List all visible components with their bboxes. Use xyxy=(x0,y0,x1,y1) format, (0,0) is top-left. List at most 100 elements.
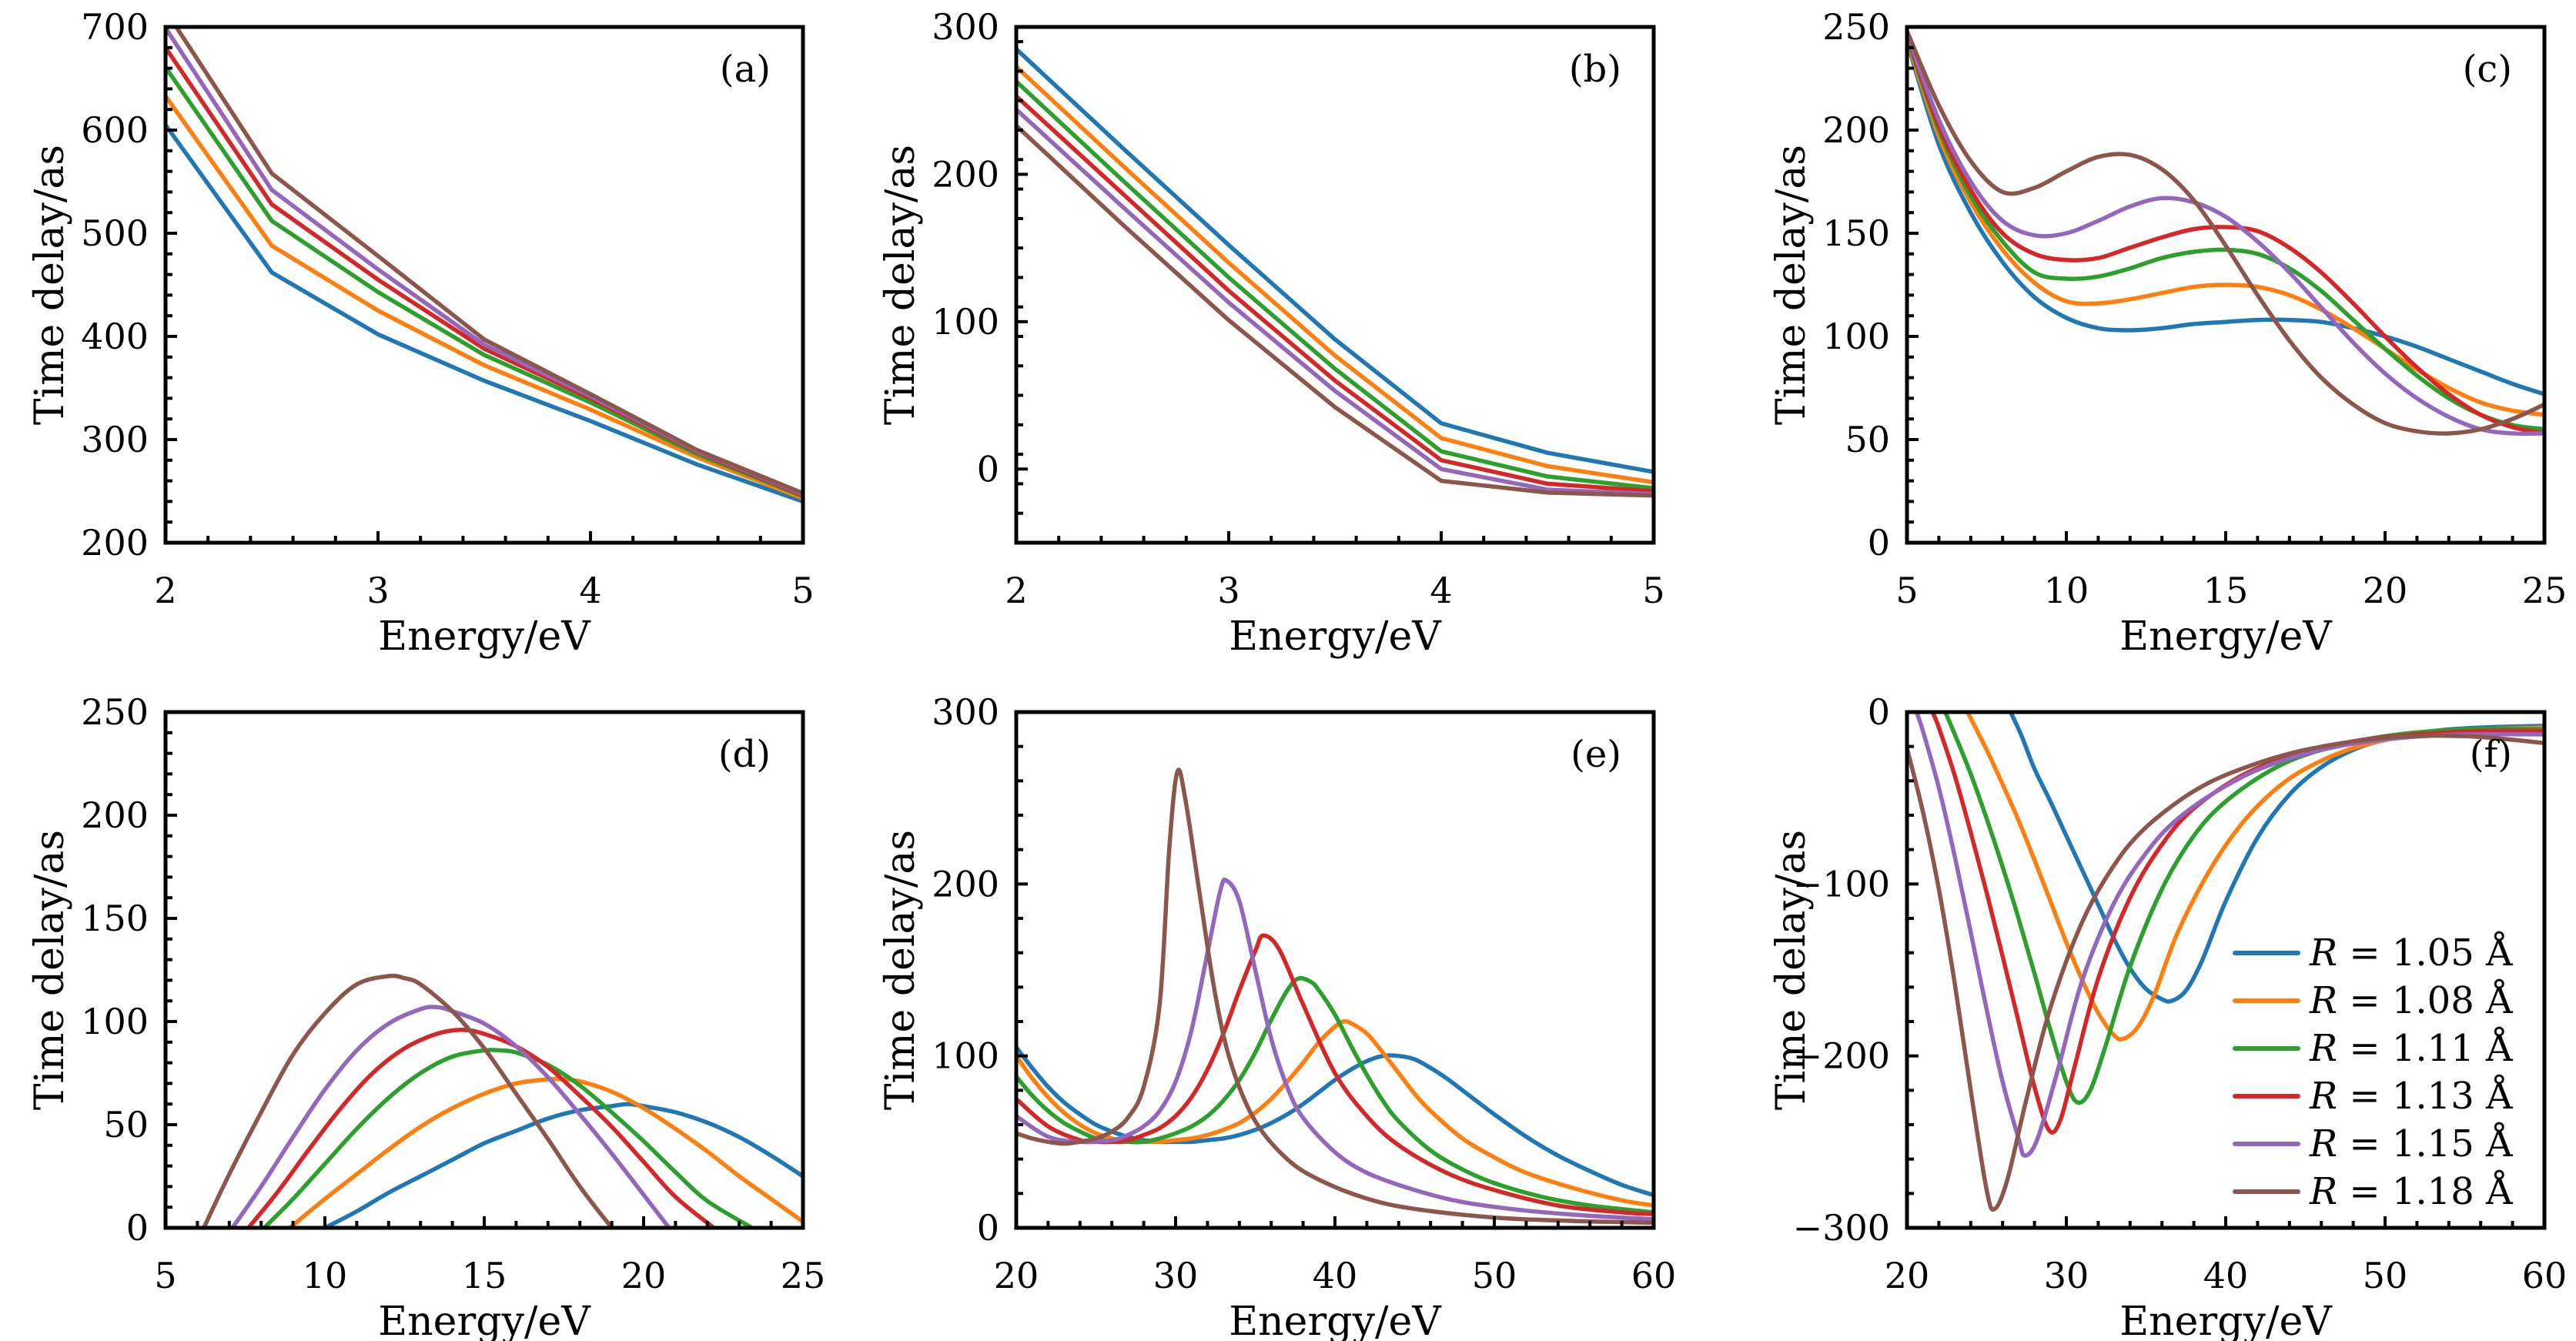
panel-a-y-tick-400: 400 xyxy=(81,316,149,357)
panel-b-curve-r-1.15 xyxy=(1016,107,1654,497)
panel-e-curve-r-1.11 xyxy=(1016,975,1654,1215)
legend-item-r-1.05: R = 1.05 Å xyxy=(2233,931,2514,975)
panel-a-tag: (a) xyxy=(720,48,771,91)
panel-f-curve-r-1.15 xyxy=(1914,712,2544,1158)
panel-d-curve-r-1.11 xyxy=(262,1048,754,1228)
panel-f-x-tick-40: 40 xyxy=(2203,1255,2249,1296)
panel-e-xlabel: Energy/eV xyxy=(1229,1299,1442,1341)
panel-d-curve-r-1.05 xyxy=(323,1102,803,1228)
panel-e-y-tick-300: 300 xyxy=(932,691,999,733)
panel-a-curve-r-1.11 xyxy=(166,65,803,499)
panel-d-y-tick-200: 200 xyxy=(81,794,149,836)
panel-e-curve-r-1.13 xyxy=(1016,933,1654,1216)
panel-f-y-tick--300: −300 xyxy=(1793,1207,1890,1249)
panel-a-y-tick-500: 500 xyxy=(81,212,149,254)
legend-item-r-1.13: R = 1.13 Å xyxy=(2233,1074,2514,1118)
panel-c-y-tick-0: 0 xyxy=(1868,522,1890,563)
panel-a-curve-r-1.18 xyxy=(173,27,803,496)
panel-e-x-tick-40: 40 xyxy=(1313,1255,1358,1296)
panel-e-curve-r-1.15 xyxy=(1016,878,1654,1222)
panel-d-x-tick-5: 5 xyxy=(154,1255,176,1296)
panel-b-series xyxy=(1016,46,1654,498)
panel-c-x-tick-25: 25 xyxy=(2522,570,2568,611)
panel-b-curve-r-1.18 xyxy=(1016,123,1654,498)
panel-f-x-tick-30: 30 xyxy=(2044,1255,2089,1296)
panel-b-xlabel: Energy/eV xyxy=(1229,614,1442,660)
panel-e-curve-r-1.05 xyxy=(1016,1045,1654,1198)
panel-f: 20 30 40 50 60 0 −100 −200 −300 Energy/eV Time del… xyxy=(1768,691,2567,1341)
panel-b-curve-r-1.08 xyxy=(1016,64,1654,485)
panel-b-y-tick-200: 200 xyxy=(932,153,999,195)
panel-b-ylabel: Time delay/as xyxy=(878,145,924,425)
panel-b-x-tick-4: 4 xyxy=(1430,570,1452,611)
panel-d-y-tick-100: 100 xyxy=(81,1001,149,1042)
panel-d-curve-r-1.18 xyxy=(201,973,614,1228)
panel-c-curve-r-1.18 xyxy=(1907,28,2544,436)
panel-a-y-tick-600: 600 xyxy=(81,109,149,151)
panel-a-x-tick-2: 2 xyxy=(154,570,176,611)
panel-a-xlabel: Energy/eV xyxy=(378,614,591,660)
panel-a-x-tick-3: 3 xyxy=(366,570,389,611)
panel-b-tag: (b) xyxy=(1569,48,1621,91)
panel-b: 2 3 4 5 0 100 200 300 Energy/eV Time delay/as (b) xyxy=(878,6,1665,660)
panel-c-curve-r-1.13 xyxy=(1907,32,2544,436)
panel-c-curve-r-1.11 xyxy=(1907,35,2544,432)
legend-item-r-1.18: R = 1.18 Å xyxy=(2233,1169,2514,1213)
panel-c-series xyxy=(1907,28,2544,436)
legend-item-r-1.11: R = 1.11 Å xyxy=(2233,1026,2514,1070)
panel-b-x-tick-2: 2 xyxy=(1005,570,1027,611)
panel-c-curve-r-1.05 xyxy=(1907,39,2544,396)
panel-b-curve-r-1.13 xyxy=(1016,94,1654,493)
panel-c-x-tick-10: 10 xyxy=(2044,570,2089,611)
panel-e-x-tick-60: 60 xyxy=(1631,1255,1677,1296)
panel-f-tag: (f) xyxy=(2470,733,2512,776)
panel-f-series xyxy=(1907,712,2544,1212)
panel-d-ylabel: Time delay/as xyxy=(27,830,73,1110)
panel-a-ticks xyxy=(164,25,805,544)
panel-c-ticks xyxy=(1905,25,2546,544)
panel-a-frame xyxy=(163,25,805,545)
panel-e-ticks xyxy=(1015,711,1655,1229)
panel-c-y-tick-50: 50 xyxy=(1845,419,1890,460)
panel-c-tag: (c) xyxy=(2463,48,2512,91)
panel-b-y-tick-0: 0 xyxy=(977,448,999,490)
panel-e-curve-r-1.18 xyxy=(1016,767,1654,1226)
panel-f-ylabel: Time delay/as xyxy=(1768,830,1815,1110)
panel-e: 20 30 40 50 60 0 100 200 300 Energy/eV Time delay/… xyxy=(878,691,1676,1341)
panel-a-ylabel: Time delay/as xyxy=(27,145,73,425)
panel-c-y-tick-250: 250 xyxy=(1822,6,1890,48)
panel-f-xlabel: Energy/eV xyxy=(2119,1299,2333,1341)
legend-label-r-1.08: R = 1.08 Å xyxy=(2309,978,2514,1022)
panel-d-x-tick-25: 25 xyxy=(781,1255,826,1296)
panel-e-series xyxy=(1016,767,1654,1226)
panel-d-y-tick-250: 250 xyxy=(81,691,149,733)
legend-item-r-1.08: R = 1.08 Å xyxy=(2233,978,2514,1022)
panel-d-ticks xyxy=(164,711,805,1229)
panel-b-curve-r-1.11 xyxy=(1016,79,1654,490)
panel-d-tag: (d) xyxy=(718,733,771,776)
panel-a: 2 3 4 5 200 300 400 500 600 700 Energy/eV Time dela… xyxy=(27,6,815,660)
panel-e-x-tick-20: 20 xyxy=(994,1255,1039,1296)
panel-e-tag: (e) xyxy=(1571,733,1621,776)
legend-label-r-1.15: R = 1.15 Å xyxy=(2309,1122,2514,1165)
panel-d-y-tick-150: 150 xyxy=(81,898,149,939)
panel-a-x-tick-4: 4 xyxy=(579,570,601,611)
panel-b-x-tick-5: 5 xyxy=(1642,570,1664,611)
panel-f-ticks xyxy=(1905,711,2546,1229)
panel-e-y-tick-0: 0 xyxy=(977,1207,999,1249)
panel-e-x-tick-30: 30 xyxy=(1153,1255,1199,1296)
legend-label-r-1.18: R = 1.18 Å xyxy=(2309,1169,2514,1213)
panel-b-y-tick-100: 100 xyxy=(932,301,999,343)
panel-f-y-tick--100: −100 xyxy=(1793,863,1890,905)
panel-a-series xyxy=(166,27,803,504)
panel-f-curve-r-1.18 xyxy=(1907,733,2544,1212)
panel-c-curve-r-1.08 xyxy=(1907,37,2544,417)
panel-b-ticks xyxy=(1015,25,1655,543)
panel-d-curve-r-1.08 xyxy=(287,1076,803,1228)
panel-a-x-tick-5: 5 xyxy=(791,570,814,611)
panel-d-xlabel: Energy/eV xyxy=(378,1299,591,1341)
legend-label-r-1.05: R = 1.05 Å xyxy=(2309,931,2514,975)
